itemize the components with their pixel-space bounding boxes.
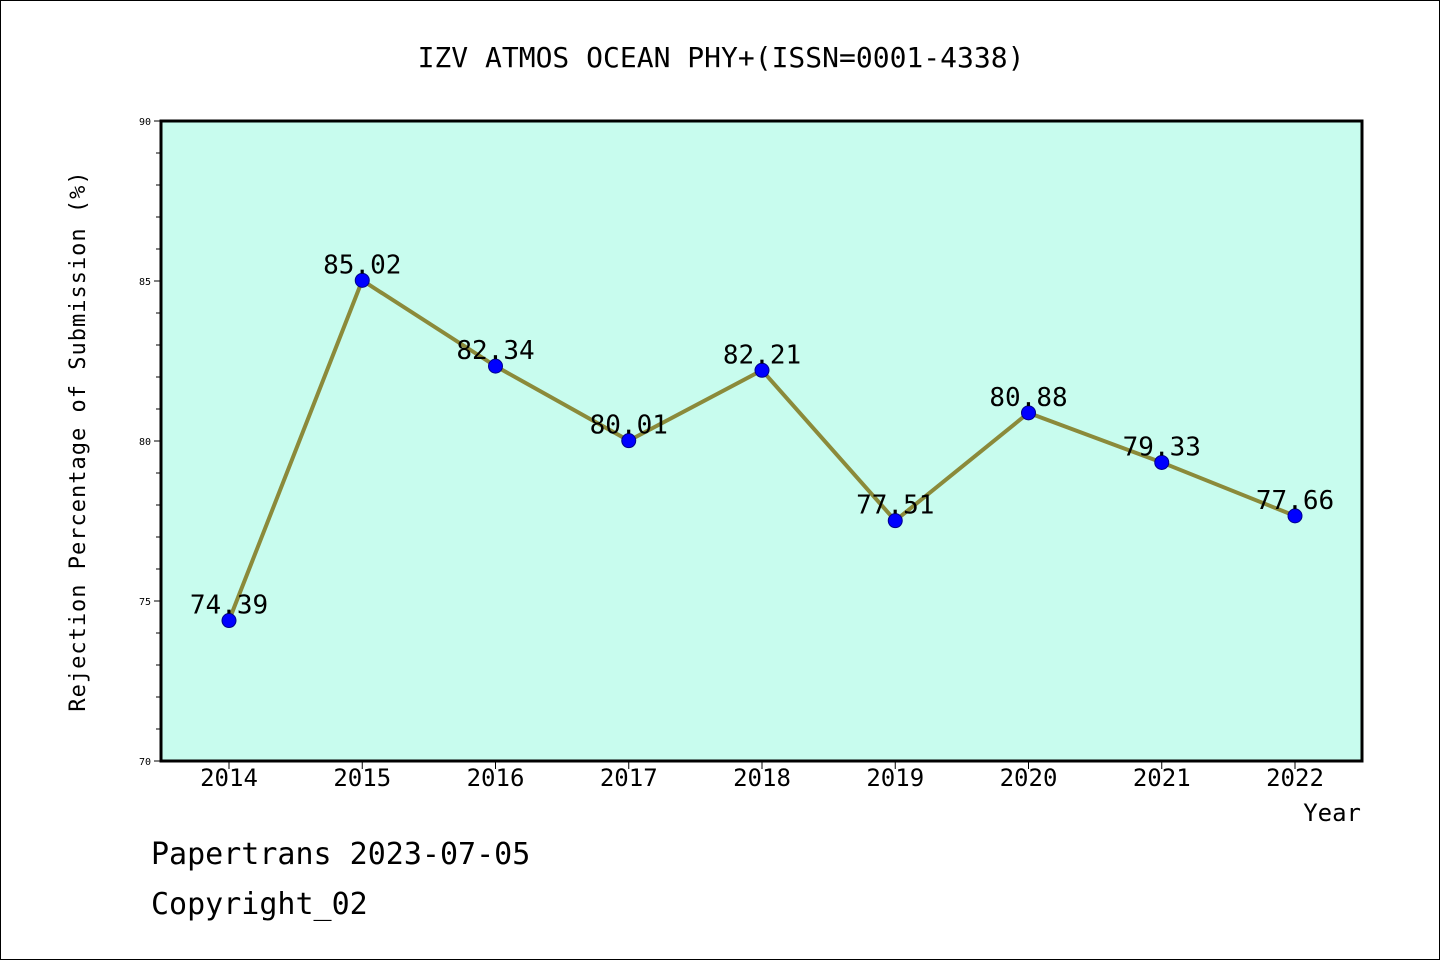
x-axis-label: Year — [1303, 799, 1361, 827]
y-tick-label: 80 — [139, 437, 151, 448]
x-tick-label: 2019 — [866, 764, 924, 792]
data-labels: 74.39 85.02 82.34 80.01 82.21 77.51 80.88 79.33… — [190, 250, 1334, 620]
data-label: 82.21 — [723, 340, 801, 370]
data-label: 77.51 — [856, 491, 934, 521]
data-point — [1154, 454, 1170, 470]
data-point — [1287, 508, 1303, 524]
x-tick-label: 2014 — [200, 764, 258, 792]
data-label: 80.01 — [590, 411, 668, 441]
y-tick-label: 75 — [139, 597, 151, 608]
y-tick-label: 70 — [139, 757, 151, 768]
chart-title: IZV ATMOS OCEAN PHY+(ISSN=0001-4338) — [418, 41, 1025, 74]
data-label: 80.88 — [989, 383, 1067, 413]
x-tick-label: 2016 — [467, 764, 525, 792]
y-axis-label: Rejection Percentage of Submission (%) — [66, 170, 91, 711]
x-tick-label: 2018 — [733, 764, 791, 792]
data-label: 82.34 — [456, 336, 534, 366]
data-point — [887, 513, 903, 529]
x-tick-label: 2015 — [333, 764, 391, 792]
x-tick-label: 2021 — [1133, 764, 1191, 792]
series-markers — [221, 272, 1303, 629]
plot-area — [159, 119, 1364, 763]
data-label: 85.02 — [323, 250, 401, 280]
y-axis: 70 75 80 85 90 — [139, 117, 161, 768]
x-tick-label: 2020 — [1000, 764, 1058, 792]
data-point — [221, 613, 237, 629]
data-label: 74.39 — [190, 591, 268, 621]
data-label: 77.66 — [1256, 486, 1334, 516]
data-point — [621, 433, 637, 449]
x-tick-label: 2017 — [600, 764, 658, 792]
data-label: 79.33 — [1123, 432, 1201, 462]
x-tick-label: 2022 — [1266, 764, 1324, 792]
footer-copyright-line: Copyright_02 — [151, 887, 368, 922]
data-point — [354, 272, 370, 288]
data-point — [754, 362, 770, 378]
footer-date-line: Papertrans 2023-07-05 — [151, 837, 531, 872]
data-point — [1021, 405, 1036, 421]
y-tick-label: 85 — [139, 277, 151, 288]
y-tick-label: 90 — [139, 117, 151, 128]
data-point — [488, 358, 503, 374]
x-axis: 2014 2015 2016 2017 2018 2019 2020 2021 2022 — [200, 761, 1324, 792]
